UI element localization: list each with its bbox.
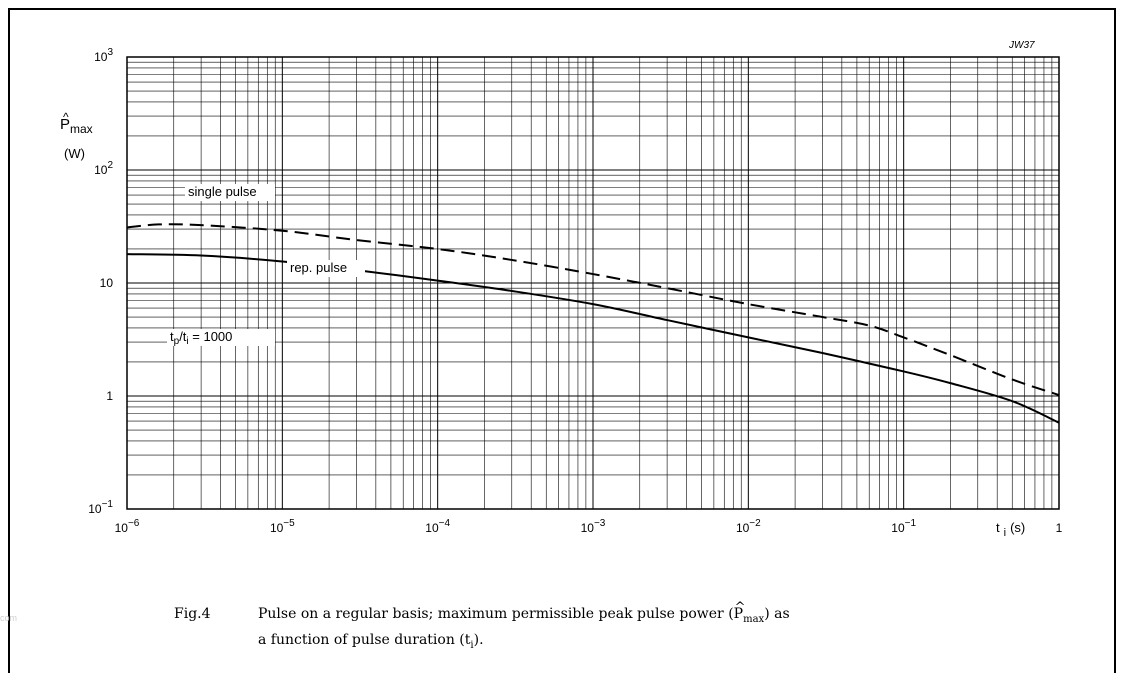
annotation-rep: rep. pulse bbox=[290, 260, 347, 275]
y-axis-label: ^ Pmax (W) bbox=[60, 110, 93, 161]
caption-hat: ^ bbox=[734, 600, 746, 615]
x-tick-label: 10−3 bbox=[581, 518, 606, 535]
x-tick-label: 10−5 bbox=[270, 518, 295, 535]
y-tick-label: 1 bbox=[106, 389, 113, 403]
annotation-background bbox=[185, 184, 275, 201]
y-tick-label: 10−1 bbox=[88, 499, 113, 516]
watermark: com bbox=[0, 613, 18, 623]
x-tick-label: 10−1 bbox=[891, 518, 916, 535]
y-tick-label: 10 bbox=[100, 276, 114, 290]
series-line-solid bbox=[126, 253, 1060, 424]
annotation-layer: single pulse rep. pulse tp/ti = 1000 bbox=[167, 184, 365, 347]
plot-border bbox=[126, 56, 1060, 510]
caption-line-2: a function of pulse duration (ti). bbox=[258, 631, 484, 651]
series-layer bbox=[126, 223, 1060, 424]
annotation-background bbox=[287, 260, 365, 277]
y-label-hat: ^ bbox=[63, 110, 69, 124]
series-line-dashed bbox=[126, 223, 1060, 396]
chart-code: JW37 bbox=[1008, 40, 1035, 51]
figure-caption: Fig.4 Pulse on a regular basis; maximum p… bbox=[174, 600, 954, 656]
annotation-single: single pulse bbox=[188, 184, 257, 199]
x-label-unit: (s) bbox=[1010, 520, 1025, 535]
x-tick-labels: 10−6 10−5 10−4 10−3 10−2 10−1 1 bbox=[115, 518, 1063, 535]
x-tick-label: 10−6 bbox=[115, 518, 140, 535]
x-tick-label: 10−2 bbox=[736, 518, 761, 535]
x-label-sub: i bbox=[1004, 527, 1006, 539]
x-label-symbol: t bbox=[996, 520, 1000, 535]
y-tick-label: 102 bbox=[94, 160, 113, 177]
chart-grid bbox=[126, 57, 1059, 510]
figure-number: Fig.4 bbox=[174, 606, 211, 622]
x-tick-label: 1 bbox=[1056, 521, 1063, 535]
y-label-symbol: Pmax bbox=[60, 116, 93, 136]
annotation-background bbox=[167, 329, 275, 346]
svg-text:ti(s): t i (s) bbox=[996, 520, 1025, 539]
figure-frame bbox=[8, 8, 1116, 673]
x-axis-label: t i (s) bbox=[996, 520, 1025, 539]
y-tick-label: 103 bbox=[94, 47, 113, 64]
y-label-unit: (W) bbox=[64, 146, 85, 161]
y-tick-labels: 10−1 1 10 102 103 bbox=[88, 47, 113, 516]
caption-line-1: Fig.4 Pulse on a regular basis; maximum p… bbox=[174, 600, 954, 630]
annotation-ratio: tp/ti = 1000 bbox=[170, 329, 232, 347]
x-tick-label: 10−4 bbox=[425, 518, 450, 535]
chart-plot: 10−6 10−5 10−4 10−3 10−2 10−1 1 10−1110102103 … bbox=[60, 40, 1063, 539]
